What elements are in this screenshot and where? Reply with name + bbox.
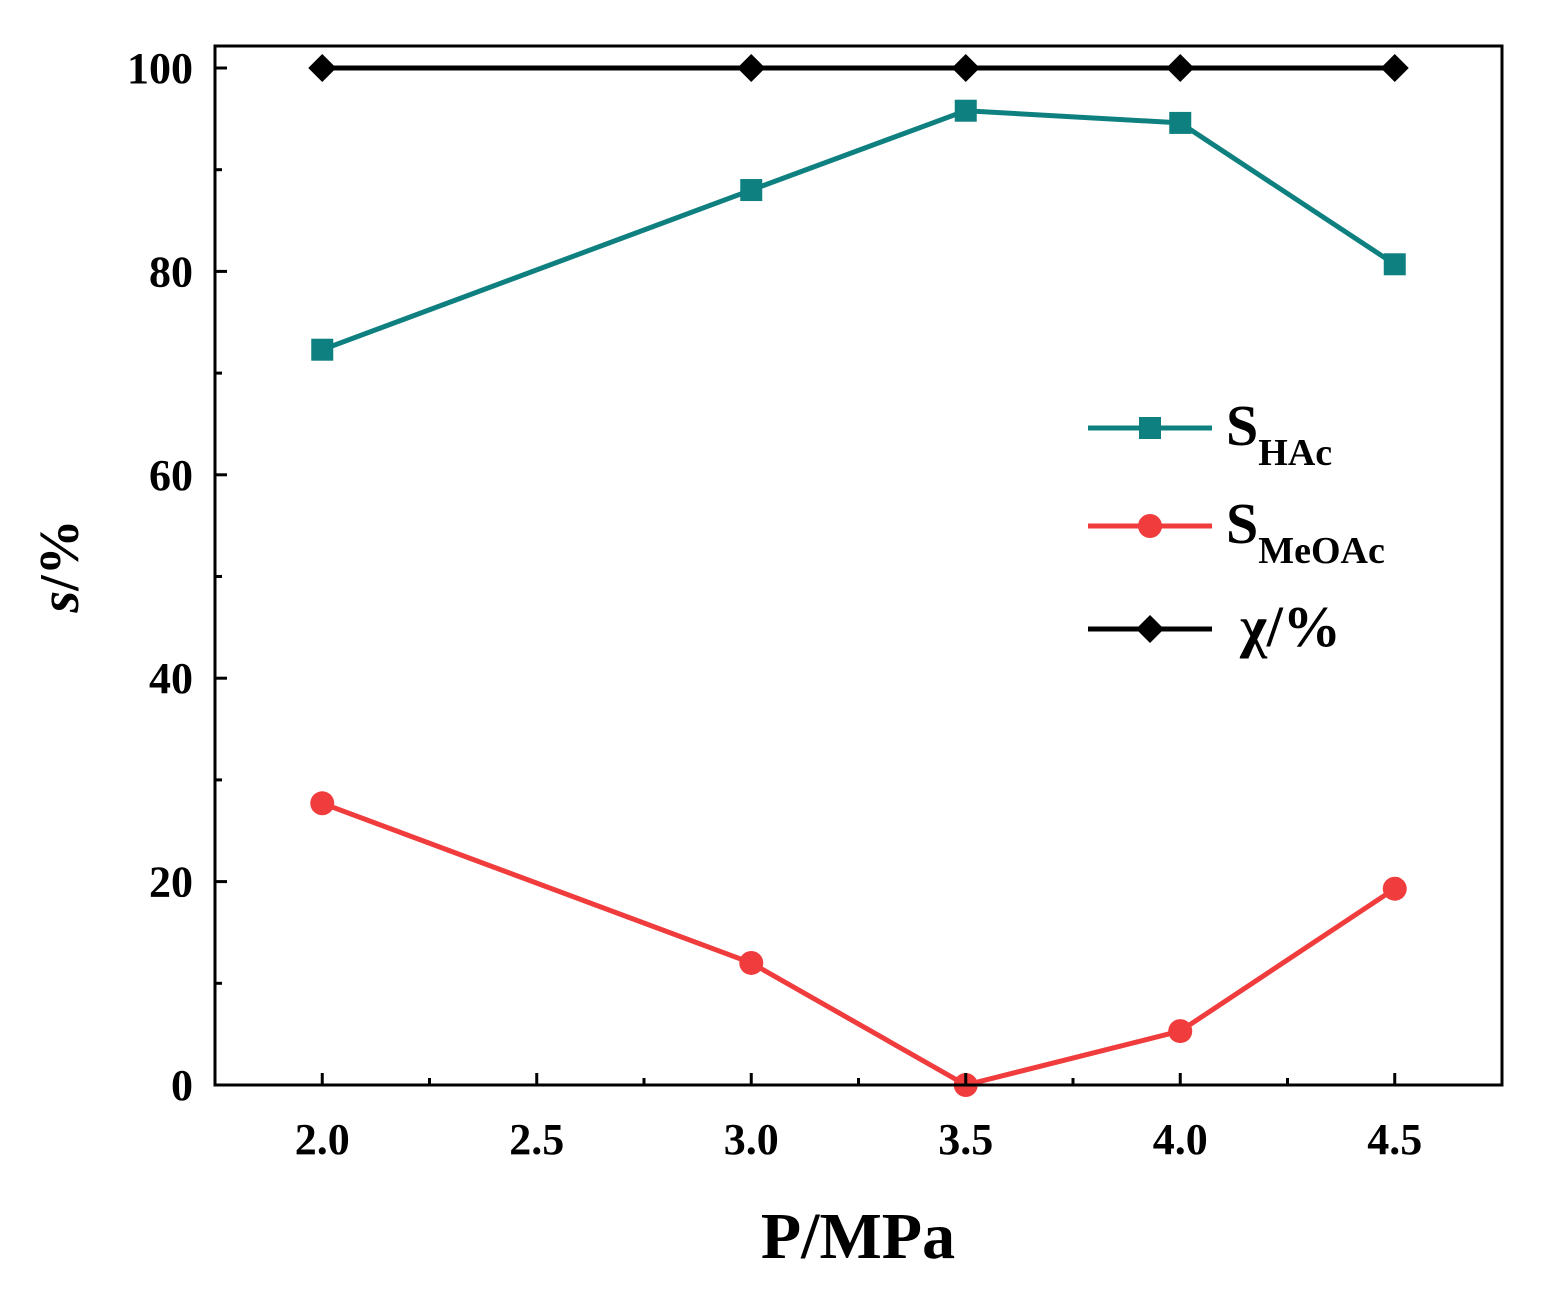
y-axis-title: s/% [29, 519, 91, 613]
legend-label-subscript: HAc [1258, 432, 1332, 474]
data-point-smeoac [1168, 1019, 1193, 1044]
x-tick-label: 2.5 [509, 1115, 564, 1164]
y-axis-title-symbol: s [29, 591, 91, 614]
data-point-smeoac [1382, 876, 1407, 901]
legend-label-smeoac: SMeOAc [1226, 491, 1385, 572]
y-tick-label: 0 [171, 1061, 193, 1110]
legend-item-smeoac: SMeOAc [1088, 491, 1385, 572]
data-point-shac [1383, 253, 1406, 276]
legend-item-shac: SHAc [1088, 393, 1332, 474]
legend-marker-shac [1139, 417, 1161, 439]
data-point-shac [954, 99, 977, 122]
y-tick-label: 20 [149, 858, 193, 907]
legend-marker-smeoac [1138, 514, 1162, 538]
x-axis-title: P/MPa [761, 1200, 955, 1273]
legend-item-chi: χ/% [1088, 594, 1341, 659]
svg-text:s/%: s/% [29, 519, 91, 613]
data-point-chi [1166, 54, 1195, 82]
legend-label-main: χ/% [1239, 594, 1341, 659]
series-chi [308, 54, 1409, 82]
x-tick-label: 4.0 [1153, 1115, 1208, 1164]
data-point-chi [308, 54, 337, 82]
x-tick-label: 4.5 [1367, 1115, 1422, 1164]
y-tick-label: 100 [127, 44, 193, 93]
x-tick-label: 3.5 [938, 1115, 993, 1164]
series-layer [308, 54, 1409, 1097]
legend-label-subscript: MeOAc [1258, 530, 1385, 572]
data-point-shac [1169, 111, 1192, 134]
series-shac [311, 99, 1406, 361]
series-line-shac [321, 108, 1397, 353]
legend-marker-chi [1136, 615, 1164, 643]
y-tick-label: 80 [149, 247, 193, 296]
data-point-chi [951, 54, 980, 82]
y-tick-label: 60 [149, 451, 193, 500]
x-tick-label: 2.0 [295, 1115, 350, 1164]
series-smeoac [310, 791, 1407, 1097]
y-axis-title-unit: /% [29, 519, 91, 592]
data-point-shac [311, 338, 334, 361]
x-tick-label: 3.0 [724, 1115, 779, 1164]
legend-label-shac: SHAc [1226, 393, 1332, 474]
legend-label-main: S [1226, 393, 1258, 458]
data-point-shac [740, 179, 763, 202]
ticks-layer: 2.0 2.5 3.0 3.5 4.0 4.5 0 20 40 60 80 100 [127, 44, 1422, 1164]
data-point-chi [737, 54, 766, 82]
series-line-smeoac [321, 800, 1397, 1088]
legend-label-main: S [1226, 491, 1258, 556]
y-tick-label: 40 [149, 654, 193, 703]
data-point-smeoac [310, 791, 335, 816]
data-point-chi [1380, 54, 1409, 82]
data-point-smeoac [739, 950, 764, 975]
legend-label-chi: χ/% [1239, 594, 1341, 659]
